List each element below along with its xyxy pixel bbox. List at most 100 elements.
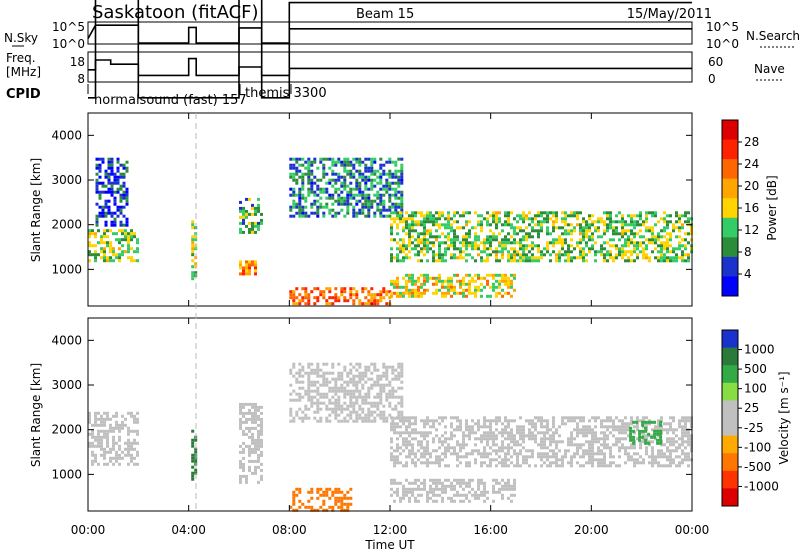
heat-cell-r6 bbox=[292, 175, 296, 179]
heat-cell-r5 bbox=[537, 452, 540, 456]
heat-cell-r7 bbox=[477, 214, 480, 218]
heat-cell-r5 bbox=[504, 428, 507, 432]
heat-cell-r7 bbox=[561, 238, 564, 242]
heat-cell-r5 bbox=[534, 416, 537, 420]
beam-label: Beam 15 bbox=[356, 7, 414, 22]
heat-cell-r7 bbox=[396, 481, 399, 485]
heat-cell-r4 bbox=[289, 410, 293, 414]
heat-cell-r7 bbox=[588, 238, 591, 242]
heat-cell-r8 bbox=[438, 288, 441, 292]
heat-cell-r7 bbox=[498, 490, 501, 494]
heat-cell-r8 bbox=[393, 291, 396, 295]
heat-cell-r6 bbox=[331, 184, 335, 188]
heat-cell-r6 bbox=[385, 208, 389, 212]
heat-cell-r4 bbox=[346, 404, 350, 408]
heat-cell-r6 bbox=[659, 435, 663, 439]
heat-cell-r7 bbox=[411, 229, 414, 233]
heat-cell-r8 bbox=[501, 294, 504, 298]
heat-cell-r4 bbox=[245, 269, 248, 273]
heat-cell-r5 bbox=[373, 299, 377, 303]
heat-cell-r7 bbox=[414, 481, 417, 485]
heat-cell-r5 bbox=[334, 293, 338, 297]
heat-cell-r4 bbox=[358, 395, 362, 399]
heat-cell-r7 bbox=[603, 247, 606, 251]
heat-cell-r7 bbox=[645, 253, 648, 257]
heat-cell-r0 bbox=[103, 432, 106, 436]
heat-cell-r4 bbox=[346, 413, 350, 417]
heat-cell-r5 bbox=[408, 431, 411, 435]
heat-cell-r5 bbox=[669, 425, 672, 429]
heat-cell-r7 bbox=[405, 493, 408, 497]
nave-label: Nave bbox=[754, 62, 785, 76]
heat-cell-r7 bbox=[468, 244, 471, 248]
heat-cell-r7 bbox=[495, 217, 498, 221]
heat-cell-r4 bbox=[298, 368, 302, 372]
heat-cell-r5 bbox=[495, 458, 498, 462]
heat-cell-r7 bbox=[591, 244, 594, 248]
heat-cell-r7 bbox=[564, 214, 567, 218]
heat-cell-r7 bbox=[465, 223, 468, 227]
heat-cell-r6 bbox=[352, 214, 356, 218]
heat-cell-r7 bbox=[444, 235, 447, 239]
heat-cell-r7 bbox=[414, 244, 417, 248]
heat-cell-r7 bbox=[393, 238, 396, 242]
heat-cell-r5 bbox=[519, 434, 522, 438]
heat-cell-r7 bbox=[474, 247, 477, 251]
heat-cell-r7 bbox=[564, 229, 567, 233]
heat-cell-r6 bbox=[346, 190, 350, 194]
heat-cell-r0 bbox=[88, 259, 91, 263]
heat-cell-r7 bbox=[549, 211, 552, 215]
heat-cell-r0 bbox=[91, 435, 94, 439]
heat-cell-r5 bbox=[370, 299, 374, 303]
heat-cell-r7 bbox=[459, 256, 462, 260]
heat-cell-r5 bbox=[423, 419, 426, 423]
heat-cell-r5 bbox=[597, 446, 600, 450]
heat-cell-r5 bbox=[516, 461, 519, 465]
heat-cell-r7 bbox=[474, 244, 477, 248]
heat-cell-r6 bbox=[355, 178, 359, 182]
heat-cell-r0 bbox=[103, 420, 106, 424]
heat-cell-r1 bbox=[191, 456, 195, 460]
heat-cell-r6 bbox=[298, 196, 302, 200]
heat-cell-r5 bbox=[561, 461, 564, 465]
heat-cell-r5 bbox=[435, 434, 438, 438]
heat-cell-r7 bbox=[525, 226, 528, 230]
heat-cell-r6 bbox=[322, 175, 326, 179]
heat-cell-r6 bbox=[349, 190, 353, 194]
heat-cell-r7 bbox=[462, 244, 465, 248]
heat-cell-r7 bbox=[390, 481, 393, 485]
heat-cell-r4 bbox=[394, 416, 398, 420]
heat-cell-r7 bbox=[537, 247, 540, 251]
heat-cell-r7 bbox=[621, 247, 624, 251]
heat-cell-r4 bbox=[298, 398, 302, 402]
heat-cell-r0 bbox=[88, 417, 91, 421]
heat-cell-r6 bbox=[292, 193, 296, 197]
heat-cell-r7 bbox=[411, 490, 414, 494]
heat-cell-r5 bbox=[420, 443, 423, 447]
heat-cell-r4 bbox=[298, 392, 302, 396]
heat-cell-r7 bbox=[513, 226, 516, 230]
heat-cell-r7 bbox=[477, 220, 480, 224]
heat-cell-r5 bbox=[540, 455, 543, 459]
heat-cell-r3 bbox=[319, 493, 323, 497]
heat-cell-r7 bbox=[675, 259, 678, 263]
heat-cell-r6 bbox=[379, 196, 383, 200]
heat-cell-r6 bbox=[298, 214, 302, 218]
heat-cell-r5 bbox=[480, 464, 483, 468]
heat-cell-r3 bbox=[343, 493, 347, 497]
heat-cell-r7 bbox=[483, 490, 486, 494]
heat-cell-r1 bbox=[110, 169, 114, 173]
heat-cell-r7 bbox=[423, 241, 426, 245]
heat-cell-r0 bbox=[127, 453, 130, 457]
heat-cell-r8 bbox=[465, 273, 468, 277]
heat-cell-r1 bbox=[191, 441, 195, 445]
heat-cell-r0 bbox=[94, 438, 97, 442]
heat-cell-r5 bbox=[624, 446, 627, 450]
heat-cell-r5 bbox=[510, 461, 513, 465]
heat-cell-r7 bbox=[516, 226, 519, 230]
heat-cell-r5 bbox=[636, 452, 639, 456]
colorbar-cell bbox=[722, 400, 738, 419]
heat-cell-r3 bbox=[334, 487, 338, 491]
heat-cell-r7 bbox=[642, 220, 645, 224]
heat-cell-r6 bbox=[307, 187, 311, 191]
